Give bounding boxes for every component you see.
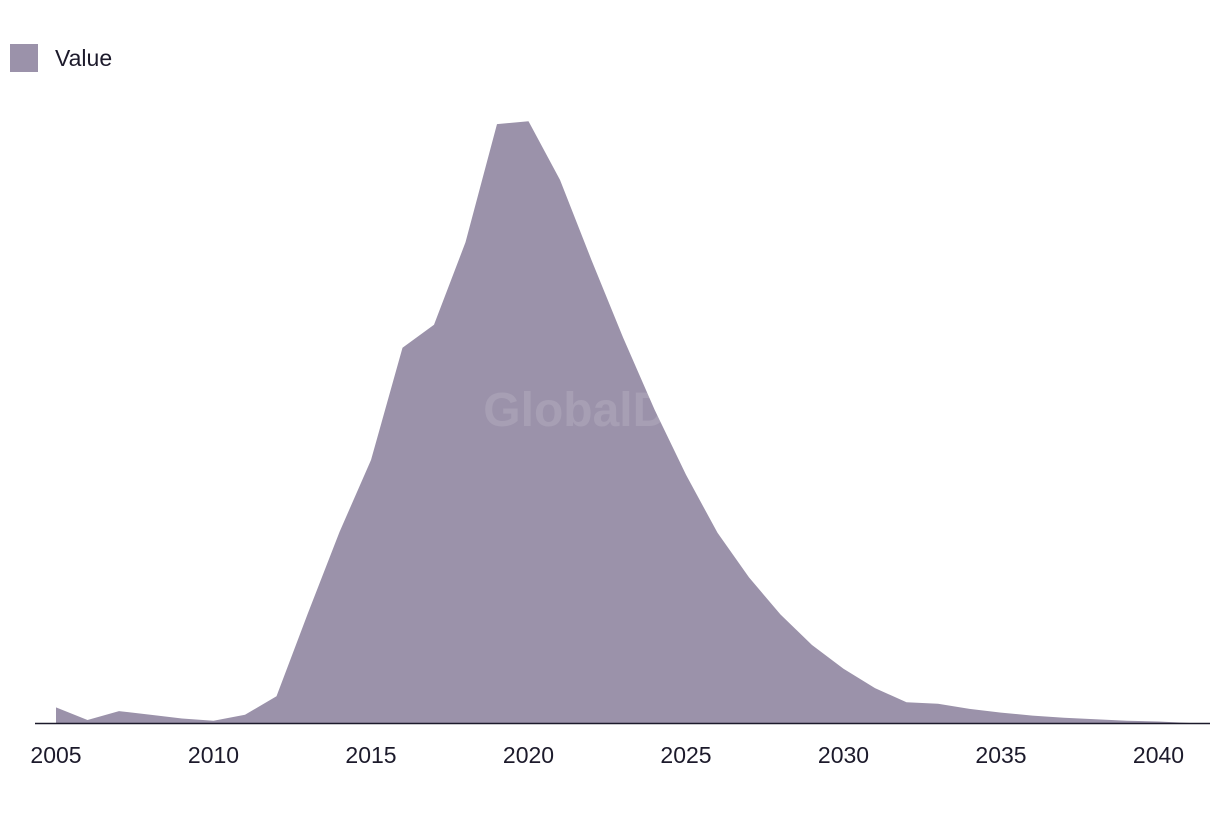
series-area-value xyxy=(56,121,1190,723)
legend-label: Value xyxy=(55,44,113,71)
x-tick-label: 2025 xyxy=(660,742,711,768)
watermark: GlobalData xyxy=(483,384,737,437)
legend: Value xyxy=(10,44,112,72)
x-tick-label: 2040 xyxy=(1133,742,1184,768)
x-tick-label: 2035 xyxy=(975,742,1026,768)
x-tick-label: 2010 xyxy=(188,742,239,768)
x-tick-label: 2015 xyxy=(345,742,396,768)
x-tick-label: 2020 xyxy=(503,742,554,768)
x-tick-label: 2005 xyxy=(30,742,81,768)
legend-swatch xyxy=(10,44,38,72)
x-tick-label: 2030 xyxy=(818,742,869,768)
